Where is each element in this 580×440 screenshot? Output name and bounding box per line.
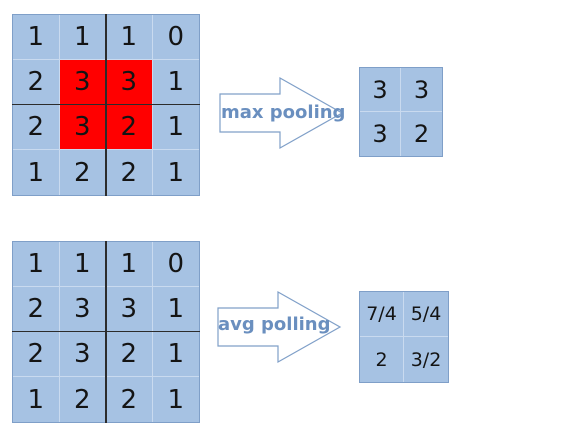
matrix-cell: 3 (59, 60, 106, 105)
max-window-divider-horizontal (12, 104, 200, 105)
matrix-cell: 3 (401, 68, 442, 112)
matrix-cell: 2 (360, 337, 404, 382)
matrix-cell: 7/4 (360, 292, 404, 337)
matrix-cell: 2 (60, 150, 106, 195)
matrix-cell: 1 (167, 157, 185, 188)
matrix-cell: 1 (152, 287, 199, 332)
max-window-divider-vertical (105, 14, 107, 196)
avg-window-divider-vertical (105, 241, 107, 423)
matrix-cell: 1 (13, 15, 60, 60)
matrix-cell: 1 (59, 15, 106, 60)
matrix-cell: 1 (152, 60, 199, 105)
matrix-cell: 2 (13, 105, 60, 150)
matrix-cell: 3 (360, 68, 401, 112)
matrix-cell: 1 (13, 150, 60, 195)
matrix-cell: 1 (152, 105, 199, 150)
matrix-cell: 2 (13, 60, 60, 105)
matrix-cell: 1 (152, 332, 199, 377)
matrix-cell: 0 (152, 242, 199, 287)
matrix-cell: 1 (59, 242, 106, 287)
avg-pooling-label: avg polling (218, 314, 331, 335)
matrix-cell: 3 (59, 332, 106, 377)
max-pooling-arrow (219, 76, 344, 150)
matrix-cell: 2 (13, 332, 60, 377)
max-pooling-label: max pooling (221, 102, 346, 123)
matrix-cell: 3 (106, 60, 153, 105)
matrix-cell: 1 (106, 242, 153, 287)
matrix-cell: 2 (106, 332, 153, 377)
matrix-cell: 2 (106, 150, 153, 195)
matrix-cell: 1 (13, 242, 60, 287)
matrix-cell: 1 (106, 15, 153, 60)
matrix-cell: 3 (106, 287, 153, 332)
matrix-cell: 1 (13, 377, 60, 422)
matrix-cell: 3 (59, 105, 106, 150)
matrix-cell: 0 (152, 15, 199, 60)
matrix-cell: 3/2 (410, 348, 442, 371)
matrix-cell: 2 (106, 377, 153, 422)
matrix-cell: 3 (59, 287, 106, 332)
matrix-cell: 2 (106, 105, 153, 150)
avg-output-matrix: 7/4 5/4 2 3/2 (359, 291, 449, 383)
matrix-cell: 3 (360, 112, 401, 156)
avg-window-divider-horizontal (12, 331, 200, 332)
matrix-cell: 5/4 (404, 292, 448, 337)
matrix-cell: 2 (13, 287, 60, 332)
matrix-cell: 1 (167, 384, 185, 415)
avg-pooling-arrow (217, 290, 342, 364)
matrix-cell: 2 (60, 377, 106, 422)
matrix-cell: 2 (413, 120, 430, 148)
